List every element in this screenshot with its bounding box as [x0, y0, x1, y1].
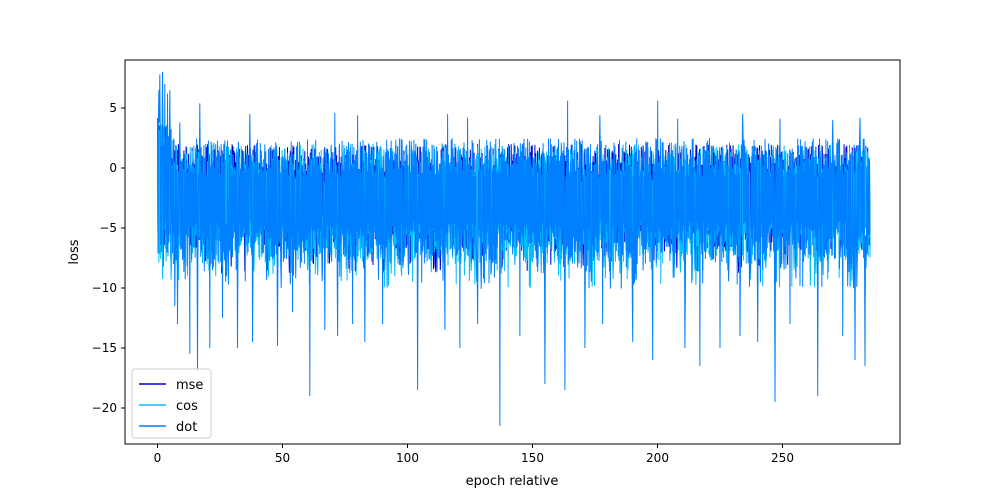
x-axis: 0 50 100 150 200 250 [154, 444, 794, 465]
plot-frame [124, 59, 901, 445]
y-tick-label: −15 [92, 341, 117, 355]
legend-label-cos: cos [176, 399, 198, 414]
x-axis-label: epoch relative [466, 474, 559, 489]
x-tick-label: 150 [521, 451, 544, 465]
x-tick-label: 100 [396, 451, 419, 465]
legend-label-dot: dot [176, 420, 197, 435]
plot-series [157, 71, 871, 427]
x-tick-label: 50 [275, 451, 290, 465]
y-axis-label: loss [67, 239, 82, 264]
y-tick-label: −5 [99, 221, 117, 235]
x-tick-label: 200 [646, 451, 669, 465]
y-tick-label: 5 [109, 101, 117, 115]
legend-box [131, 368, 212, 439]
x-tick-label: 0 [154, 451, 162, 465]
y-tick-label: −10 [92, 281, 117, 295]
legend-label-mse: mse [176, 378, 203, 393]
series-line-dot [157, 71, 871, 427]
y-tick-label: 0 [109, 161, 117, 175]
x-tick-label: 250 [771, 451, 794, 465]
y-tick-label: −20 [92, 401, 117, 415]
legend: mse cos dot [131, 368, 212, 439]
y-axis: 5 0 −5 −10 −15 −20 [92, 101, 125, 415]
